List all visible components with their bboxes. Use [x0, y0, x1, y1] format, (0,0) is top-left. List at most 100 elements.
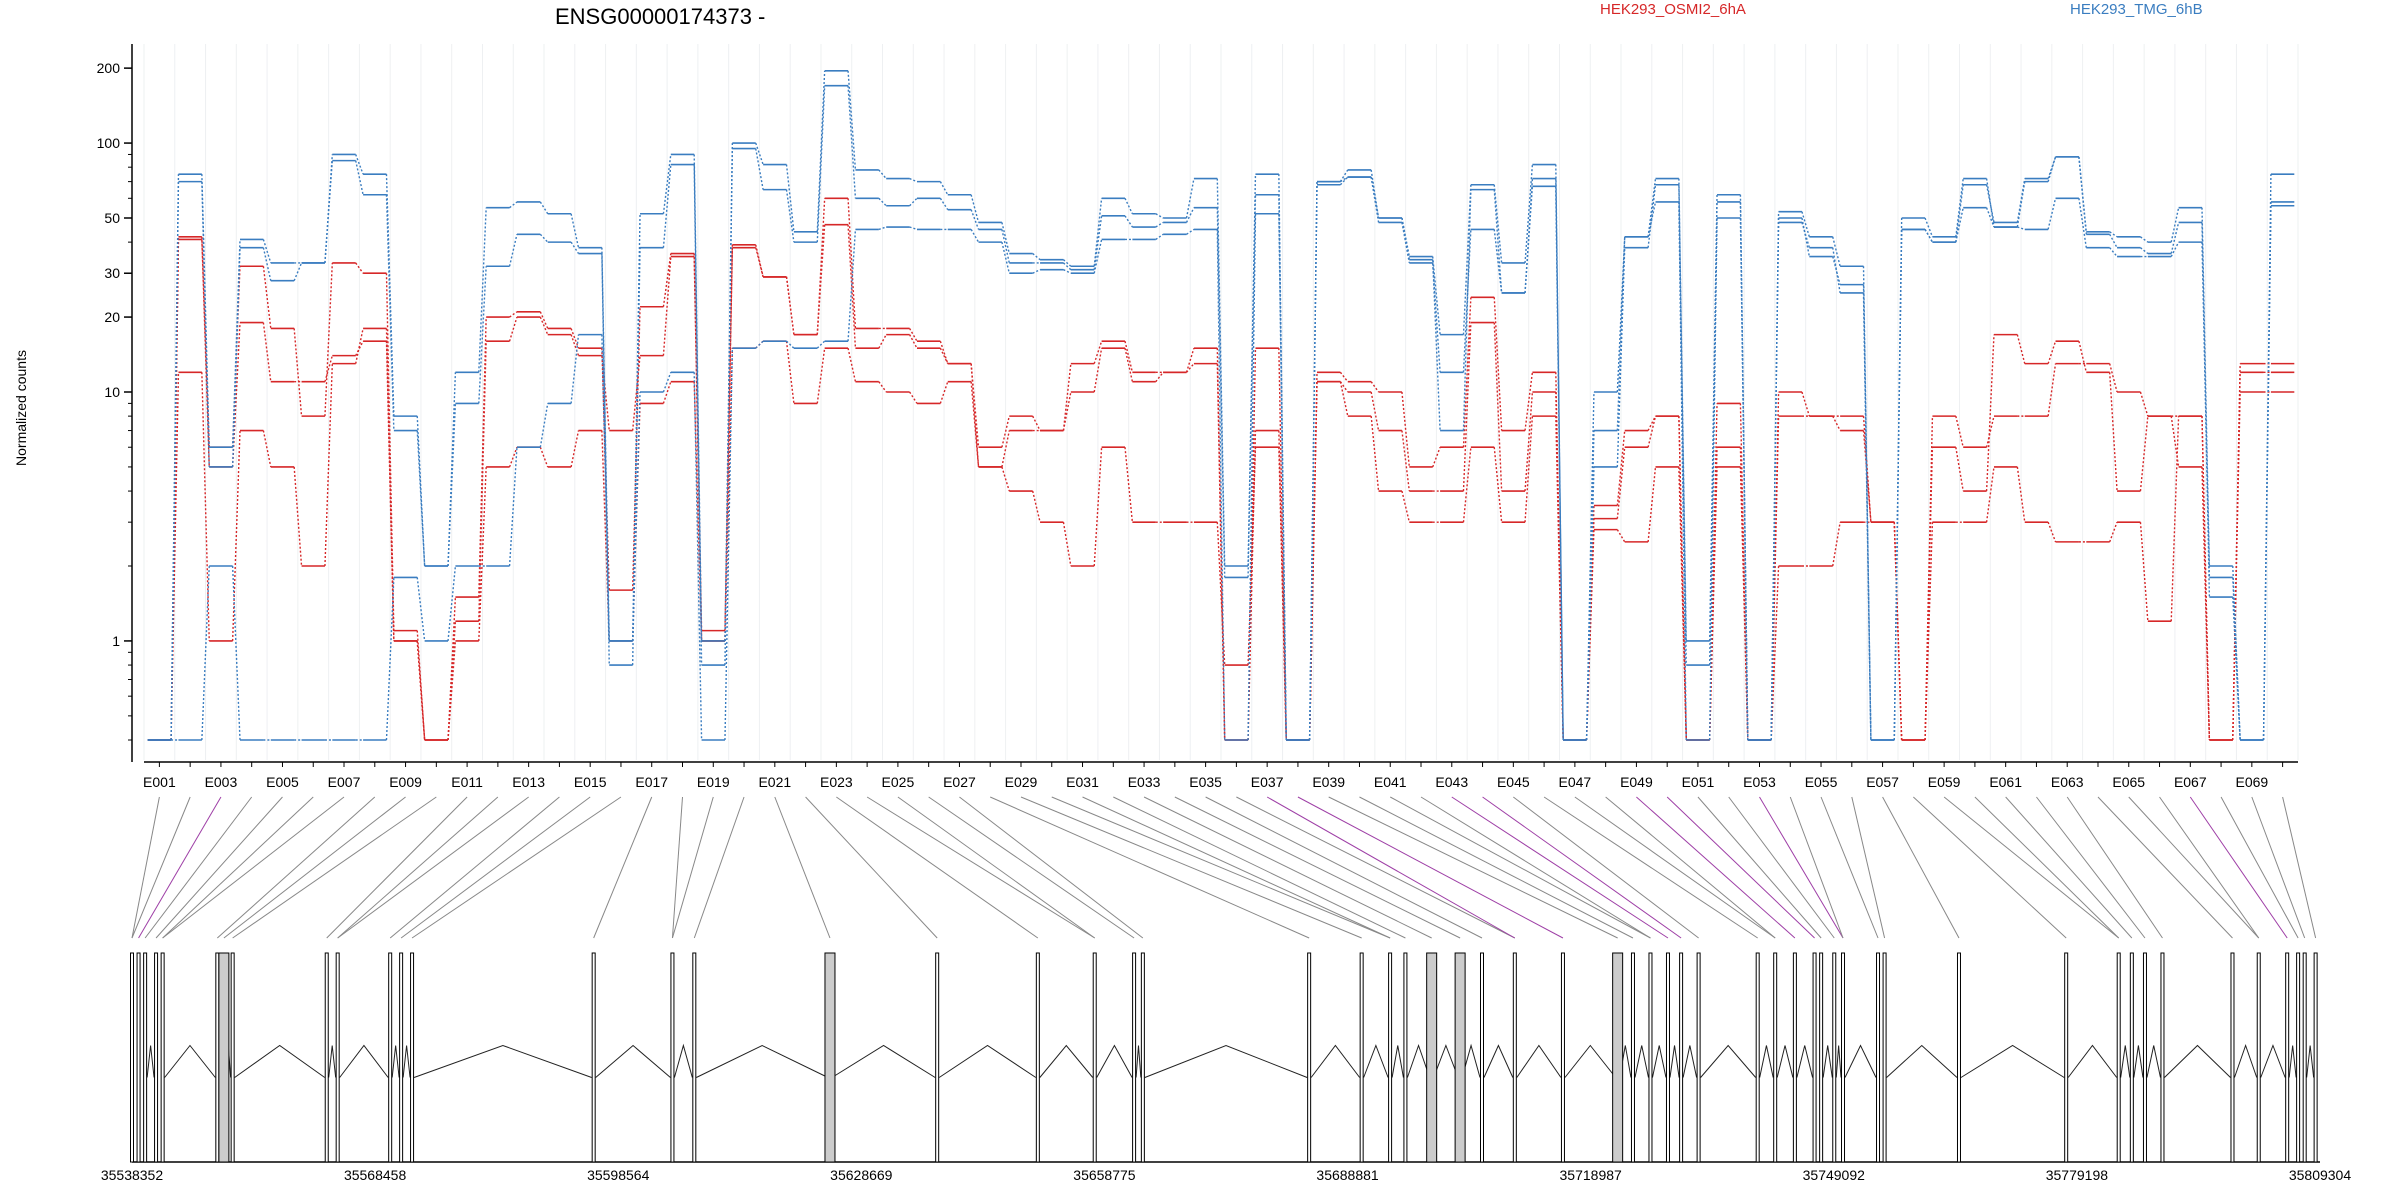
series-connector	[1432, 446, 1441, 468]
series-connector	[478, 341, 487, 622]
x-tick-label: E027	[943, 774, 976, 790]
exon-box	[324, 952, 329, 1163]
intron-arc	[696, 1044, 829, 1078]
exon-box	[1882, 952, 1887, 1163]
series-connector	[1985, 415, 1995, 448]
exon-box	[1956, 952, 1961, 1163]
exon-connector	[1174, 796, 1461, 939]
exon-connector	[411, 796, 622, 939]
series-connector	[1832, 415, 1841, 431]
series-connector	[1678, 466, 1687, 741]
series-line	[147, 176, 2295, 741]
exon-box	[2302, 952, 2307, 1163]
exon-connector	[1605, 796, 1776, 939]
y-axis: 1 10 20 30 50 100 200	[97, 44, 133, 762]
series-connector	[570, 334, 580, 404]
exon-connector	[805, 796, 938, 939]
series-connector	[385, 194, 395, 431]
series-connector	[2078, 341, 2087, 373]
exon-connector	[337, 796, 499, 939]
series-connector	[2139, 416, 2149, 492]
exon-box	[136, 952, 141, 1163]
series-connector	[1678, 201, 1687, 741]
intron-arc	[1144, 1044, 1308, 1078]
exon-box	[1140, 952, 1145, 1163]
x-tick-label: E035	[1189, 774, 1222, 790]
exon-connector	[1143, 796, 1432, 939]
exon-connector	[131, 796, 160, 939]
series-connector	[1862, 292, 1872, 741]
series-connector	[908, 328, 918, 342]
gene-model	[130, 952, 2320, 1163]
series-connector	[416, 416, 426, 567]
series-connector	[231, 430, 241, 641]
series-connector	[1093, 348, 1103, 393]
intron-arc	[234, 1044, 326, 1078]
x-tick-label: E069	[2235, 774, 2268, 790]
x-tick-label: E021	[758, 774, 791, 790]
series-connector	[478, 266, 487, 404]
series-connector	[1308, 181, 1318, 741]
y-tick-label: 200	[97, 60, 121, 76]
exon-connector	[1851, 796, 1886, 939]
series-connector	[970, 363, 980, 467]
series-connector	[1124, 447, 1134, 523]
exon-box	[1388, 952, 1393, 1163]
series-connector	[1708, 217, 1718, 741]
series-connector	[1493, 229, 1503, 294]
series-connector	[1832, 236, 1841, 267]
grid	[143, 44, 2299, 760]
exon-connector	[774, 796, 831, 939]
series-connector	[508, 446, 518, 468]
exon-box	[1560, 952, 1565, 1163]
exon-box	[1035, 952, 1040, 1163]
exon-connector	[1113, 796, 1406, 939]
intron-arc	[1433, 1044, 1459, 1078]
exon-connector	[2036, 796, 2146, 939]
exon-connector	[1759, 796, 1844, 939]
series-connector	[1739, 466, 1749, 741]
series-connector	[2047, 198, 2057, 230]
coordinate-tick-label: 35779198	[2046, 1167, 2109, 1183]
exon-connector	[1451, 796, 1669, 939]
intron-arc	[1669, 1045, 1680, 1078]
exon-box	[2256, 952, 2261, 1163]
series-connector	[1616, 430, 1626, 506]
series-connector	[1462, 322, 1472, 492]
series-connector	[1801, 217, 1811, 257]
x-tick-label: E049	[1620, 774, 1653, 790]
series-connector	[785, 276, 795, 335]
exon-connector	[1636, 796, 1796, 939]
coordinate-tick-label: 35809304	[2289, 1167, 2352, 1183]
exon-connector	[2005, 796, 2133, 939]
series-connector	[1647, 466, 1657, 542]
x-tick-label: E023	[820, 774, 853, 790]
series-connector	[2078, 156, 2087, 235]
series-connector	[1524, 372, 1534, 431]
intron-arc	[2120, 1045, 2131, 1078]
series-connector	[1401, 222, 1411, 264]
exon-box	[160, 952, 165, 1163]
series-connector	[508, 234, 518, 267]
series-connector	[570, 213, 580, 248]
exon-box	[1755, 952, 1760, 1163]
exon-box	[388, 952, 393, 1163]
coordinate-tick-label: 35598564	[587, 1167, 650, 1183]
intron-arc	[391, 1045, 400, 1078]
series-connector	[1524, 186, 1534, 293]
series-connector	[662, 256, 672, 356]
series-connector	[231, 565, 241, 741]
exon-box	[1696, 952, 1701, 1163]
exon-connector-lines	[131, 796, 2317, 939]
intron-arc	[1776, 1045, 1794, 1078]
exon-connector	[1205, 796, 1483, 939]
series-connector	[1062, 262, 1072, 271]
exon-connector	[2282, 796, 2317, 939]
intron-arc	[1564, 1044, 1617, 1078]
series-connector	[1985, 178, 1995, 228]
exon-box	[2313, 952, 2318, 1163]
series-connector	[693, 164, 703, 666]
series-connector	[1524, 164, 1534, 263]
intron-arc	[1886, 1044, 1958, 1078]
series-connector	[293, 328, 303, 417]
